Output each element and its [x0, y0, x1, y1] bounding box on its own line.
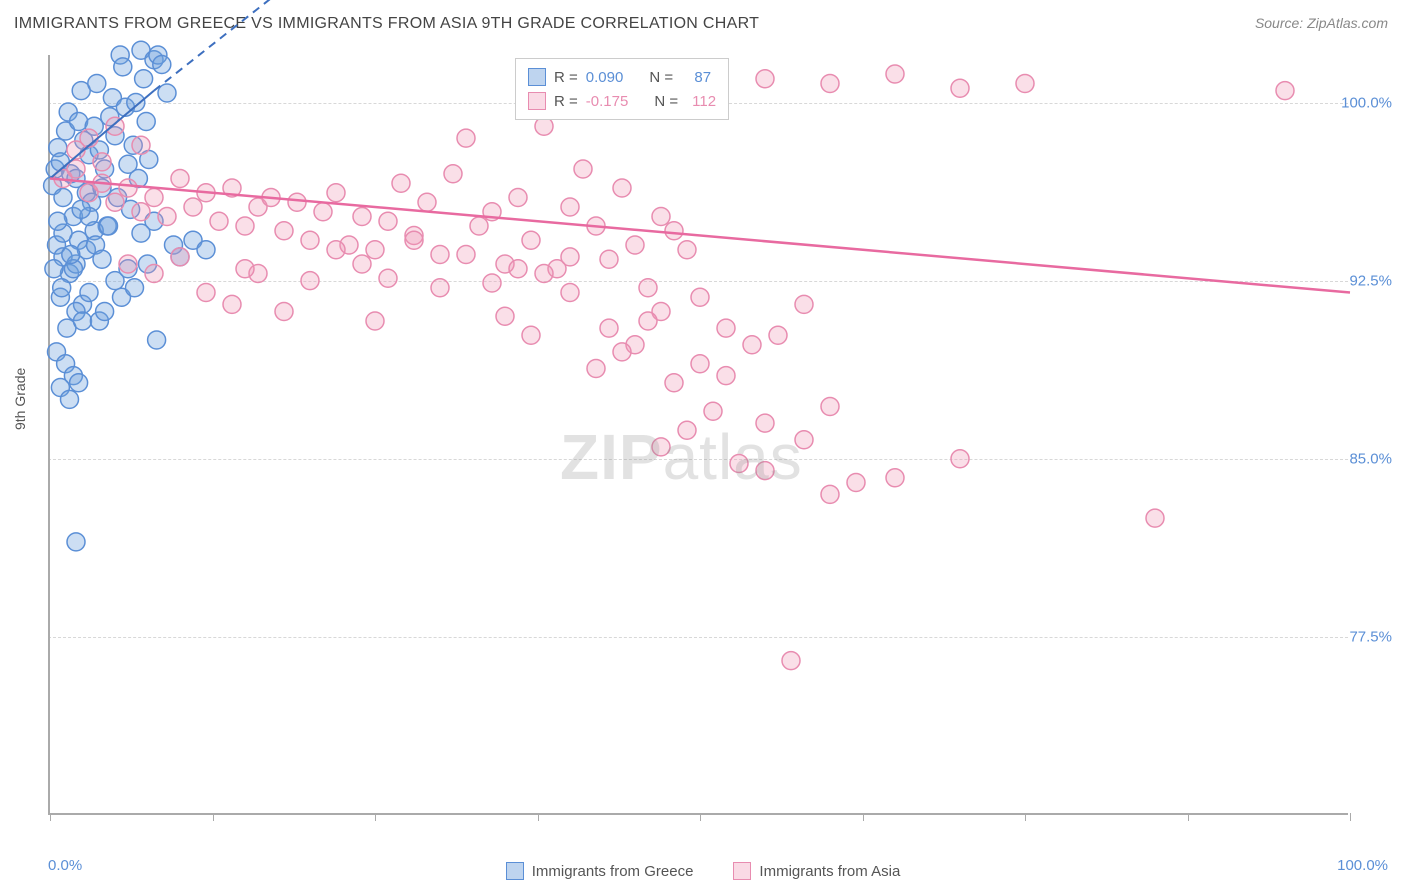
- n-value-asia: 112: [686, 93, 716, 110]
- swatch-pink: [733, 862, 751, 880]
- legend-item-asia: Immigrants from Asia: [733, 862, 900, 880]
- plot-area: [48, 55, 1348, 815]
- y-tick-label: 92.5%: [1349, 272, 1392, 289]
- y-axis-label: 9th Grade: [12, 368, 28, 430]
- legend-row-greece: R = 0.090 N = 87: [528, 65, 716, 89]
- swatch-blue: [528, 68, 546, 86]
- n-label: N =: [649, 69, 673, 86]
- scatter-svg: [50, 55, 1348, 813]
- chart-title: IMMIGRANTS FROM GREECE VS IMMIGRANTS FRO…: [14, 15, 759, 33]
- swatch-pink: [528, 92, 546, 110]
- legend-item-greece: Immigrants from Greece: [506, 862, 694, 880]
- legend-row-asia: R = -0.175 N = 112: [528, 89, 716, 113]
- bottom-legend: Immigrants from Greece Immigrants from A…: [0, 862, 1406, 880]
- n-label: N =: [654, 93, 678, 110]
- correlation-legend: R = 0.090 N = 87 R = -0.175 N = 112: [515, 58, 729, 120]
- r-value-greece: 0.090: [586, 69, 624, 86]
- legend-label-asia: Immigrants from Asia: [759, 863, 900, 880]
- y-tick-label: 85.0%: [1349, 450, 1392, 467]
- r-label: R =: [554, 69, 578, 86]
- swatch-blue: [506, 862, 524, 880]
- r-value-asia: -0.175: [586, 93, 629, 110]
- r-label: R =: [554, 93, 578, 110]
- legend-label-greece: Immigrants from Greece: [532, 863, 694, 880]
- source-label: Source: ZipAtlas.com: [1255, 15, 1388, 31]
- y-tick-label: 77.5%: [1349, 628, 1392, 645]
- y-tick-label: 100.0%: [1341, 94, 1392, 111]
- n-value-greece: 87: [681, 69, 711, 86]
